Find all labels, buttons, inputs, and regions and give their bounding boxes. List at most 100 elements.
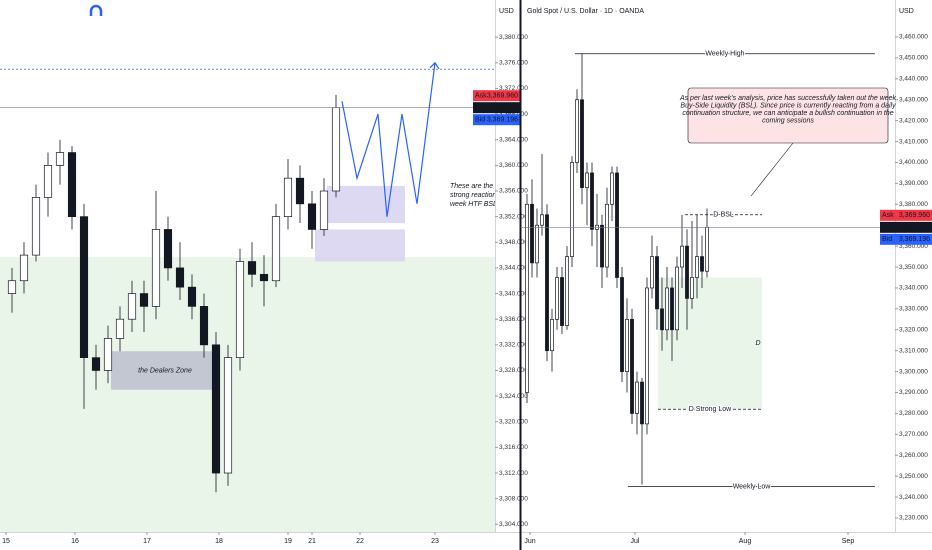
price-tag-value: 13:51:43 xyxy=(903,224,930,231)
y-tick-label: 3,460.000 xyxy=(899,34,928,41)
candle-body xyxy=(535,224,539,264)
price-tag-label: XAUUSD xyxy=(475,105,504,112)
zone-label: the Dealers Zone xyxy=(138,367,192,374)
candle-body xyxy=(43,165,53,198)
candle-body xyxy=(630,318,634,414)
candle-body xyxy=(530,203,534,264)
candle-body xyxy=(331,107,341,192)
price-tag-label: Ask xyxy=(475,93,487,100)
candle-body xyxy=(31,197,41,256)
x-tick-label: Sep xyxy=(842,538,855,545)
y-tick-label: 3,364.000 xyxy=(499,136,528,143)
note-line: strong reaction xyxy=(450,192,496,199)
magnet-icon[interactable] xyxy=(89,4,103,16)
price-tag-value: 3,369.960 xyxy=(487,93,518,100)
y-tick-label: 3,316.000 xyxy=(499,444,528,451)
price-tag xyxy=(473,102,520,114)
price-tag-value: 3,369.196 xyxy=(487,117,518,124)
price-tag xyxy=(473,114,520,126)
candle-body xyxy=(235,261,245,359)
y-tick-label: 3,352.000 xyxy=(499,213,528,220)
candle-body xyxy=(660,308,664,331)
candle-body xyxy=(615,172,619,278)
candle-body xyxy=(247,261,257,275)
candle-body xyxy=(139,293,149,307)
y-tick-label: 3,328.000 xyxy=(499,367,528,374)
y-tick-label: 3,270.000 xyxy=(899,431,928,438)
candle-body xyxy=(283,177,293,217)
y-tick-label: 3,320.000 xyxy=(499,418,528,425)
x-tick-label: 18 xyxy=(215,538,223,545)
y-tick-label: 3,230.000 xyxy=(899,515,928,522)
candle-body xyxy=(525,203,529,393)
y-tick-label: 3,376.000 xyxy=(499,60,528,67)
candle-body xyxy=(580,99,584,188)
candle-body xyxy=(319,190,329,230)
candle-body xyxy=(211,344,221,474)
y-tick-label: 3,336.000 xyxy=(499,316,528,323)
y-tick-label: 3,330.000 xyxy=(899,306,928,313)
y-tick-label: 3,340.000 xyxy=(499,290,528,297)
candle-body xyxy=(271,216,281,282)
chart-title: Gold Spot / U.S. Dollar · 1D · OANDA xyxy=(527,8,644,15)
projection-path xyxy=(341,62,436,217)
candle-body xyxy=(620,277,624,372)
candle-body xyxy=(695,256,699,278)
candle-body xyxy=(223,357,233,474)
candle-body xyxy=(605,203,609,268)
y-tick-label: 3,372.000 xyxy=(499,85,528,92)
candle-body xyxy=(705,226,709,272)
zone-label: D xyxy=(755,340,760,347)
candle-body xyxy=(19,254,29,282)
plot-area: the Dealers Zone These are the F strong re… xyxy=(0,61,499,532)
price-tag xyxy=(473,90,520,102)
level-label: Weekly High xyxy=(705,51,744,58)
note-line: week HTF BSL. xyxy=(450,201,499,208)
candle-body xyxy=(163,229,173,269)
y-tick-label: 3,324.000 xyxy=(499,393,528,400)
y-tick-label: 3,304.000 xyxy=(499,521,528,528)
candle-body xyxy=(295,177,305,205)
projection-arrow xyxy=(429,61,440,70)
price-tag-label: XAUUSD xyxy=(882,224,911,231)
candle-body xyxy=(625,318,629,372)
candle-body xyxy=(550,318,554,352)
x-tick-label: 15 xyxy=(2,538,10,545)
candle-body xyxy=(650,256,654,289)
price-tag-label: Bid xyxy=(475,117,485,124)
level-label: D Strong Low xyxy=(689,406,732,413)
candle-body xyxy=(585,172,589,188)
price-axis xyxy=(895,0,932,550)
x-tick-label: 22 xyxy=(356,538,364,545)
chart-pane: D Weekly High Weekly Low D-BSL D Strong Low 3… xyxy=(522,0,932,550)
y-tick-label: 3,350.000 xyxy=(899,264,928,271)
price-tag xyxy=(880,209,932,221)
candle-body xyxy=(187,286,197,307)
y-tick-label: 3,380.000 xyxy=(899,201,928,208)
candle-body xyxy=(199,306,209,346)
y-tick-label: 3,340.000 xyxy=(899,285,928,292)
y-tick-label: 3,420.000 xyxy=(899,117,928,124)
note-line: Buy-Side Liquidity (BSL). Since price is… xyxy=(680,102,896,109)
candle-body xyxy=(690,277,694,299)
y-tick-label: 3,380.000 xyxy=(499,34,528,41)
level-label: Weekly Low xyxy=(733,483,772,490)
y-tick-label: 3,360.000 xyxy=(899,243,928,250)
note-box xyxy=(687,87,889,144)
candle-body xyxy=(55,152,65,166)
note: These are the F strong reaction week HTF B… xyxy=(450,183,499,208)
candle-body xyxy=(655,256,659,310)
candle-body xyxy=(175,267,185,288)
price-tag xyxy=(880,221,932,233)
y-tick-label: 3,312.000 xyxy=(499,470,528,477)
candle-body xyxy=(635,381,639,414)
candle-body xyxy=(151,229,161,307)
candle-body xyxy=(79,216,89,359)
zone xyxy=(315,229,405,262)
y-tick-label: 3,356.000 xyxy=(499,188,528,195)
price-tag-value: 3,369.196 xyxy=(899,236,930,243)
y-tick-label: 3,260.000 xyxy=(899,452,928,459)
x-tick-label: Jun xyxy=(524,538,535,545)
y-tick-label: 3,410.000 xyxy=(899,138,928,145)
